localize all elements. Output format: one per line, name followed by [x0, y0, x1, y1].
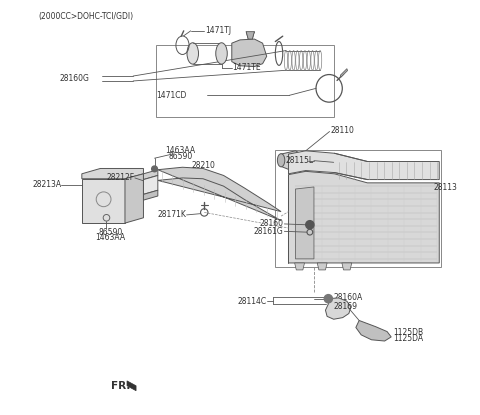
Text: 28113: 28113 — [434, 183, 458, 192]
Ellipse shape — [277, 154, 285, 167]
Polygon shape — [288, 151, 439, 180]
Text: 28161G: 28161G — [254, 227, 284, 236]
Polygon shape — [232, 39, 267, 66]
Text: 1463AA: 1463AA — [166, 146, 195, 155]
Circle shape — [306, 221, 314, 229]
Circle shape — [324, 295, 333, 303]
Text: FR.: FR. — [110, 381, 130, 391]
Polygon shape — [342, 263, 352, 270]
Polygon shape — [288, 171, 439, 263]
Polygon shape — [356, 320, 391, 341]
Text: 28115L: 28115L — [285, 156, 313, 165]
Polygon shape — [82, 168, 144, 179]
Text: 1125DA: 1125DA — [393, 334, 423, 343]
Text: 28213A: 28213A — [32, 181, 61, 189]
Circle shape — [152, 166, 157, 172]
Text: 28169: 28169 — [334, 303, 358, 311]
Text: 28114C: 28114C — [238, 297, 267, 306]
Polygon shape — [144, 170, 158, 180]
Polygon shape — [158, 167, 281, 221]
Polygon shape — [144, 176, 158, 194]
Ellipse shape — [216, 43, 227, 64]
Polygon shape — [82, 179, 125, 223]
Bar — [275, 150, 441, 267]
Polygon shape — [295, 263, 304, 270]
Text: 28210: 28210 — [191, 161, 215, 170]
Text: 28171K: 28171K — [158, 210, 187, 220]
Text: 1125DB: 1125DB — [393, 328, 423, 337]
Bar — [156, 45, 335, 117]
Polygon shape — [296, 187, 314, 259]
Polygon shape — [144, 190, 158, 200]
Ellipse shape — [187, 43, 199, 64]
Polygon shape — [246, 32, 254, 39]
Text: 86590: 86590 — [168, 152, 192, 161]
Text: 1471CD: 1471CD — [156, 91, 186, 100]
Text: 28160G: 28160G — [59, 74, 89, 83]
Text: 1471TJ: 1471TJ — [205, 26, 231, 35]
Text: 28212F: 28212F — [107, 173, 135, 183]
Text: 28160A: 28160A — [334, 293, 363, 302]
Text: (2000CC>DOHC-TCI/GDI): (2000CC>DOHC-TCI/GDI) — [39, 12, 134, 21]
Text: 86590: 86590 — [98, 228, 123, 237]
Polygon shape — [127, 381, 136, 391]
Text: 1463AA: 1463AA — [96, 233, 126, 242]
Polygon shape — [125, 174, 144, 223]
Polygon shape — [325, 298, 351, 319]
Text: 1471TE: 1471TE — [233, 63, 261, 72]
Text: 28160: 28160 — [260, 220, 284, 228]
Polygon shape — [317, 263, 327, 270]
Text: 28110: 28110 — [330, 126, 354, 135]
Polygon shape — [281, 151, 306, 171]
Polygon shape — [340, 68, 348, 77]
